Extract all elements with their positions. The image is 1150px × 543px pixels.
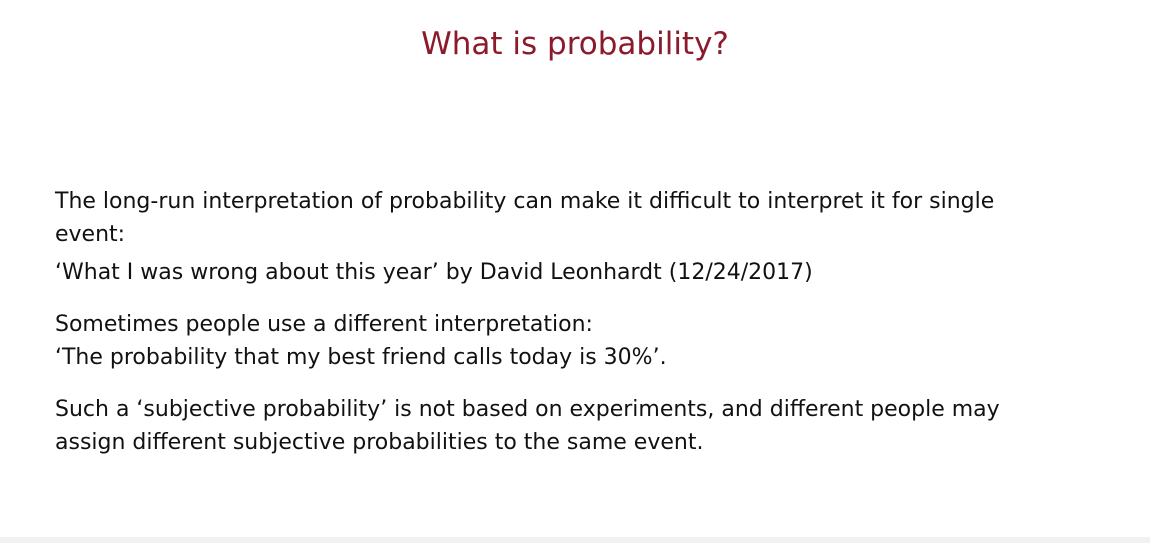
text-line: The long-run interpretation of probabili…: [55, 189, 995, 214]
text-line: event:: [55, 222, 126, 247]
bottom-bar: [0, 537, 1150, 543]
paragraph-long-run: The long-run interpretation of probabili…: [55, 185, 994, 251]
slide-title: What is probability?: [421, 26, 729, 62]
paragraph-reference: ‘What I was wrong about this year’ by Da…: [55, 256, 813, 289]
text-line: ‘The probability that my best friend cal…: [55, 345, 667, 370]
text-line: Such a ‘subjective probability’ is not b…: [55, 397, 1000, 422]
paragraph-interpretation: Sometimes people use a different interpr…: [55, 308, 667, 374]
text-line: assign different subjective probabilitie…: [55, 430, 704, 455]
text-line: ‘What I was wrong about this year’ by Da…: [55, 260, 813, 285]
paragraph-subjective: Such a ‘subjective probability’ is not b…: [55, 393, 1000, 459]
text-line: Sometimes people use a different interpr…: [55, 312, 593, 337]
